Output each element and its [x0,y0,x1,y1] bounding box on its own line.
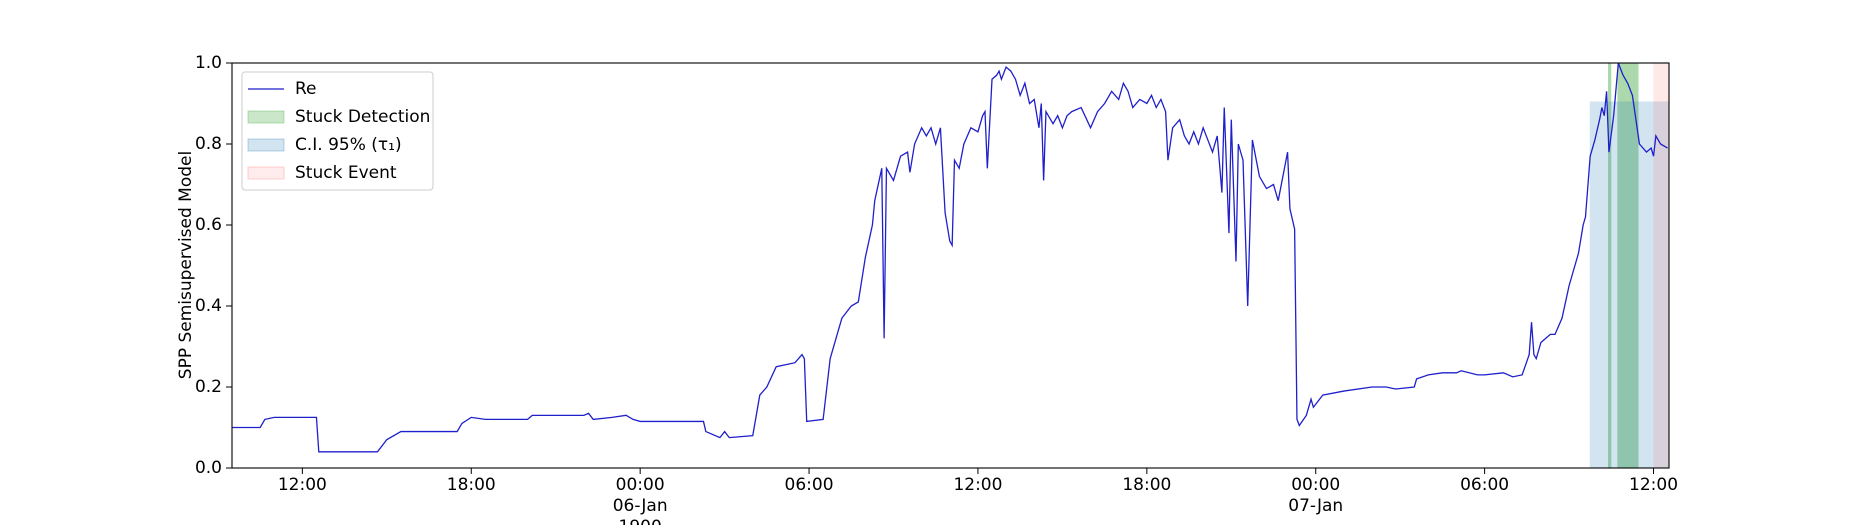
legend-label: C.I. 95% (τ₁) [295,135,402,155]
span [1653,63,1669,468]
y-tick-label: 1.0 [195,53,222,73]
span [1608,63,1612,468]
x-tick-label: 12:00 [953,475,1002,495]
x-tick-label: 06:00 [785,475,834,495]
y-tick-label: 0.0 [195,458,222,478]
x-tick-label: 12:00 [1629,475,1678,495]
span [1589,101,1669,468]
legend-label: Re [295,79,317,99]
x-tick-label: 00:00 07-Jan [1288,475,1343,516]
legend-box [241,71,434,191]
y-tick-label: 0.8 [195,134,222,154]
span [1617,63,1639,468]
y-tick-label: 0.2 [195,377,222,397]
y-axis-label: SPP Semisupervised Model [176,151,196,379]
plot-frame [231,62,1670,469]
legend-label: Stuck Detection [295,107,430,127]
legend-swatch [247,138,285,152]
legend-label: Stuck Event [295,163,397,183]
x-tick-label: 06:00 [1460,475,1509,495]
x-tick-label: 18:00 [447,475,496,495]
legend-swatch [247,166,285,180]
line [232,63,1668,453]
y-tick-label: 0.4 [195,296,222,316]
x-tick-label: 18:00 [1122,475,1171,495]
y-tick-label: 0.6 [195,215,222,235]
x-tick-label: 12:00 [278,475,327,495]
legend-swatch [247,110,285,124]
